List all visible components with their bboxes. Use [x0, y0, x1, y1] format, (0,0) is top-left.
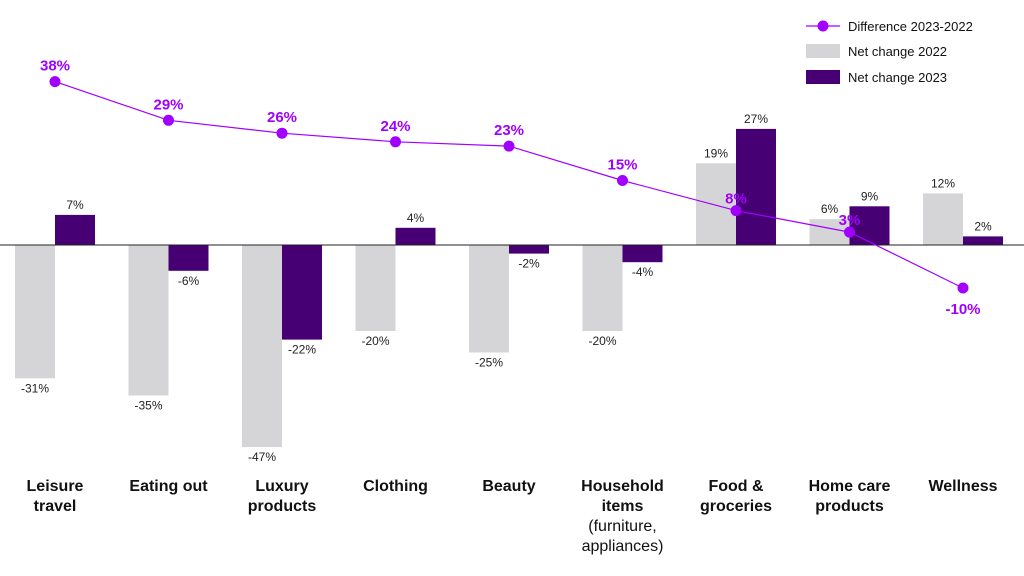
bar-2022-4: [469, 245, 509, 353]
legend-label-2023: Net change 2023: [848, 70, 947, 85]
bar-2022-7-label: 6%: [821, 202, 839, 216]
bar-2023-7-label: 9%: [861, 189, 879, 203]
difference-label-2: 26%: [267, 109, 297, 126]
bar-2023-2: [282, 245, 322, 340]
category-label-0-1: travel: [34, 498, 77, 515]
difference-labels: 38% 29% 26% 24% 23% 15% 8% 3% -10%: [40, 58, 981, 318]
legend-swatch-2023: [806, 70, 840, 84]
legend: Difference 2023-2022 Net change 2022 Net c…: [806, 19, 973, 85]
difference-label-3: 24%: [380, 118, 410, 135]
bar-2023-5: [622, 245, 663, 263]
category-label-1-0: Eating out: [129, 478, 208, 495]
bar-2023-6-label: 27%: [744, 112, 768, 126]
bar-2023-2-label: -22%: [288, 343, 316, 357]
category-label-8-0: Wellness: [928, 478, 997, 495]
bar-2022-2: [242, 245, 282, 448]
bar-2023-7: [849, 206, 890, 245]
difference-point-6: [730, 205, 742, 217]
category-label-5-1: items: [602, 498, 644, 515]
difference-point-8: [957, 282, 969, 294]
bar-2022-8-label: 12%: [931, 176, 955, 190]
bar-2023-8: [963, 236, 1003, 245]
bar-2022-2-label: -47%: [248, 450, 276, 464]
bar-2023-8-label: 2%: [974, 219, 992, 233]
legend-swatch-2022: [806, 44, 840, 58]
legend-label-difference: Difference 2023-2022: [848, 19, 973, 34]
difference-point-1: [163, 114, 174, 126]
category-label-5-2: (furniture,: [588, 518, 656, 535]
difference-point-4: [503, 140, 515, 152]
category-labels: Leisure travel Eating out Luxury products Clo…: [27, 478, 998, 555]
bar-2023-0-label: 7%: [66, 198, 84, 212]
category-label-7-1: products: [815, 498, 884, 515]
bar-2023-3-label: 4%: [407, 211, 425, 225]
difference-point-2: [276, 127, 288, 139]
legend-label-2022: Net change 2022: [848, 44, 947, 59]
difference-point-0: [49, 76, 61, 88]
bar-2023-1: [168, 245, 209, 271]
category-label-2-0: Luxury: [255, 478, 308, 495]
category-label-3-0: Clothing: [363, 478, 428, 495]
bar-2022-5-label: -20%: [588, 334, 616, 348]
category-label-0-0: Leisure: [27, 478, 84, 495]
bar-2023-0: [55, 214, 95, 245]
difference-label-5: 15%: [607, 157, 637, 174]
bar-2023-1-label: -6%: [178, 274, 200, 288]
bar-2022-0-label: -31%: [21, 381, 49, 395]
category-label-4-0: Beauty: [482, 478, 535, 495]
bar-2022-6-label: 19%: [704, 146, 728, 160]
bar-2023-5-label: -4%: [632, 265, 654, 279]
bar-2022-8: [923, 193, 963, 245]
difference-label-8: -10%: [945, 301, 980, 318]
category-label-6-1: groceries: [700, 498, 772, 515]
category-label-6-0: Food &: [708, 478, 764, 495]
difference-label-0: 38%: [40, 58, 70, 75]
category-label-5-0: Household: [581, 478, 664, 495]
bar-2023-3: [395, 227, 436, 245]
bars-net-change-2023: [55, 128, 1003, 340]
category-label-2-1: products: [248, 498, 317, 515]
difference-label-1: 29%: [153, 96, 183, 113]
bar-2022-3: [355, 245, 396, 331]
bar-2022-7: [809, 219, 850, 245]
difference-point-5: [617, 175, 628, 186]
difference-line: [49, 76, 969, 294]
bar-2023-4: [509, 245, 549, 254]
category-label-7-0: Home care: [809, 478, 891, 495]
bar-2022-6: [696, 163, 736, 245]
bars-net-change-2022: [15, 163, 963, 448]
difference-label-4: 23%: [494, 122, 524, 139]
bar-2022-5: [582, 245, 623, 331]
legend-line-marker: [817, 20, 829, 32]
difference-label-6: 8%: [725, 191, 747, 208]
bar-2022-1-label: -35%: [134, 399, 162, 413]
bar-2022-1: [128, 245, 169, 396]
difference-point-3: [390, 136, 401, 148]
difference-label-7: 3%: [839, 212, 861, 229]
bar-2023-4-label: -2%: [518, 257, 540, 271]
bar-value-labels: -31% 7% -35% -6% -47% -22% -20% 4% -25% -2% -20% -4…: [21, 112, 992, 464]
category-label-5-3: appliances): [582, 538, 664, 555]
bar-2022-4-label: -25%: [475, 356, 503, 370]
bar-2022-3-label: -20%: [361, 334, 389, 348]
bar-2022-0: [15, 245, 55, 379]
difference-point-7: [844, 226, 855, 238]
bar-2023-6: [736, 128, 776, 245]
